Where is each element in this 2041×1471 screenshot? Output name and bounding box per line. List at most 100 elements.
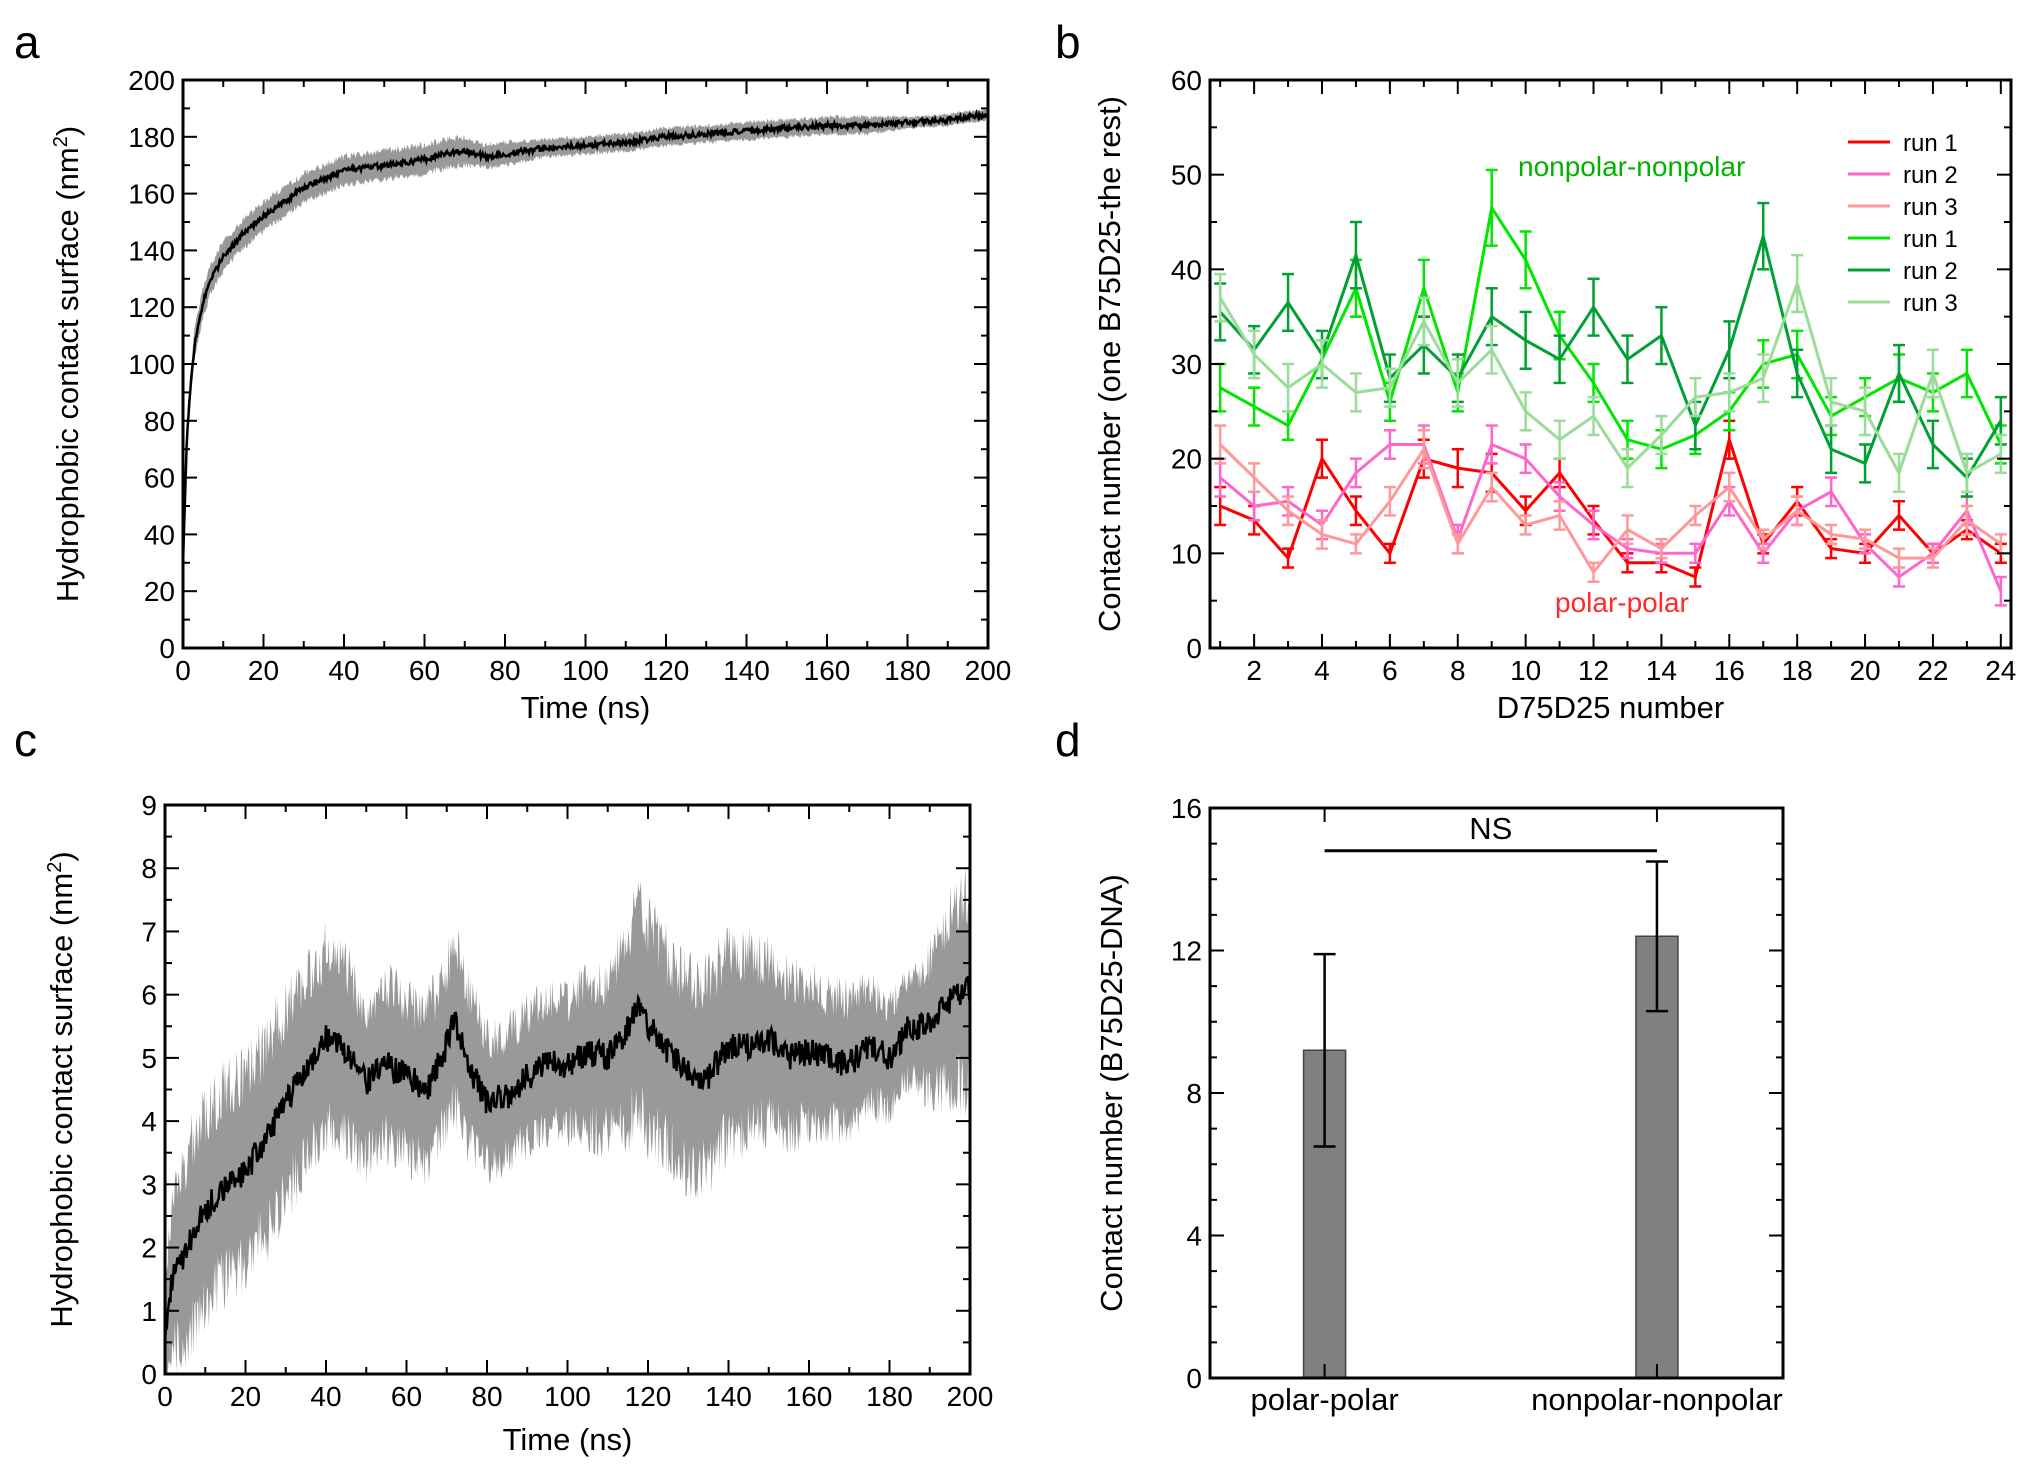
panel-letter-d: d [1055,714,1081,766]
b-legend-label-1: run 2 [1903,162,1958,189]
a-y-tick-label: 60 [144,463,175,494]
b-y-tick-label: 0 [1186,633,1202,664]
a-x-tick-label: 120 [643,655,690,686]
b-x-tick-label: 12 [1578,655,1609,686]
panel-letter-c: c [14,714,37,766]
panel-b-x-axis-title: D75D25 number [1497,690,1724,725]
d-y-tick-label: 8 [1186,1078,1202,1109]
d-y-tick-label: 12 [1171,936,1202,967]
d-y-tick-label: 4 [1186,1221,1202,1252]
panel-b-legend: run 1 run 2 run 3 run 1 run 2 run 3 [1848,130,1958,317]
a-y-tick-label: 140 [128,235,175,266]
b-y-tick-label: 20 [1171,444,1202,475]
b-x-tick-label: 8 [1450,655,1466,686]
a-x-tick-label: 180 [884,655,931,686]
panel-d-frame [1208,806,1785,1380]
b-x-tick-label: 2 [1246,655,1262,686]
b-series-0 [1214,419,2007,588]
a-x-tick-label: 80 [489,655,520,686]
c-x-tick-label: 40 [310,1381,341,1412]
c-y-tick-label: 1 [141,1296,157,1327]
c-y-tick-label: 5 [141,1043,157,1074]
a-y-tick-label: 20 [144,576,175,607]
c-mean-line [163,975,971,1342]
a-y-tick-label: 100 [128,349,175,380]
a-x-tick-label: 200 [965,655,1012,686]
panel-letter-a: a [14,16,40,68]
a-mean-line [181,109,990,566]
c-x-tick-label: 140 [705,1381,752,1412]
b-series-5 [1214,253,2007,494]
panel-c-y-axis-title-main: Hydrophobic contact surface (nm [44,873,79,1328]
c-x-tick-label: 200 [947,1381,994,1412]
a-y-tick-label: 40 [144,519,175,550]
b-series-2-line [1219,443,2002,575]
panel-b-y-axis-title: Contact number (one B75D25-the rest) [1092,96,1127,632]
c-y-tick-label: 7 [141,916,157,947]
panel-c-y-axis-title: Hydrophobic contact surface (nm2) [44,851,79,1327]
a-std-band [183,108,988,586]
c-y-tick-label: 3 [141,1169,157,1200]
panel-a-band [183,108,988,586]
b-y-tick-label: 10 [1171,538,1202,569]
d-y-tick-label: 0 [1186,1363,1202,1394]
b-y-tick-label: 40 [1171,254,1202,285]
b-legend-label-2: run 3 [1903,194,1958,221]
a-y-tick-label: 80 [144,406,175,437]
panel-d-bars: polar-polar nonpolar-nonpolar [1250,860,1783,1417]
c-y-tick-label: 0 [141,1359,157,1390]
panel-c-line [163,975,971,1342]
b-x-tick-label: 24 [1985,655,2016,686]
panel-c-band [165,866,970,1374]
panel-d-y-axis-title: Contact number (B75D25-DNA) [1094,874,1129,1312]
c-x-tick-label: 160 [786,1381,833,1412]
panel-d-significance-label: NS [1469,811,1512,846]
b-x-tick-label: 16 [1714,655,1745,686]
panel-a-frame [181,78,990,650]
panel-c-y-axis-title-sup: 2 [44,862,66,873]
b-x-tick-label: 10 [1510,655,1541,686]
c-y-tick-label: 9 [141,790,157,821]
panel-a-y-axis-title-close: ) [50,126,85,136]
a-x-tick-label: 160 [804,655,851,686]
c-y-tick-label: 2 [141,1233,157,1264]
b-y-tick-label: 60 [1171,65,1202,96]
c-x-tick-label: 0 [157,1381,173,1412]
panel-a-ticks: 0 20 40 60 80 100 120 140 160 180 200 0 20 40 60 80 100 1… [128,65,1011,686]
c-y-tick-label: 6 [141,980,157,1011]
c-y-tick-label: 4 [141,1106,157,1137]
panel-c-ticks: 0 20 40 60 80 100 120 140 160 180 200 0 1 2 3 4 5 6 7 8 9 [141,790,993,1412]
panel-c-y-axis-title-close: ) [44,851,79,861]
a-x-tick-label: 140 [723,655,770,686]
c-x-tick-label: 180 [866,1381,913,1412]
panel-a-y-axis-title-sup: 2 [50,136,72,147]
c-x-tick-label: 20 [230,1381,261,1412]
b-x-tick-label: 20 [1849,655,1880,686]
b-series-1-line [1219,442,2003,592]
panel-d-ticks: 0 4 8 12 16 [1171,793,1783,1394]
panel-a-y-axis-title-main: Hydrophobic contact surface (nm [50,147,85,602]
b-series-2 [1214,424,2007,583]
b-series-3-line [1219,203,2003,451]
panel-a-x-axis-title: Time (ns) [521,690,651,725]
a-x-tick-label: 100 [562,655,609,686]
c-std-band [165,866,970,1374]
b-x-tick-label: 6 [1382,655,1398,686]
c-x-tick-label: 80 [471,1381,502,1412]
b-x-tick-label: 4 [1314,655,1330,686]
b-legend-label-5: run 3 [1903,290,1958,317]
c-y-tick-label: 8 [141,853,157,884]
c-x-tick-label: 60 [391,1381,422,1412]
a-x-tick-label: 40 [328,655,359,686]
a-x-tick-label: 0 [175,655,191,686]
panel-b-annotation-polar: polar-polar [1555,587,1689,618]
b-x-tick-label: 18 [1782,655,1813,686]
b-legend-label-3: run 1 [1903,226,1958,253]
b-legend-label-4: run 2 [1903,258,1958,285]
panel-letter-b: b [1055,16,1081,68]
b-y-tick-label: 30 [1171,349,1202,380]
c-x-tick-label: 120 [625,1381,672,1412]
